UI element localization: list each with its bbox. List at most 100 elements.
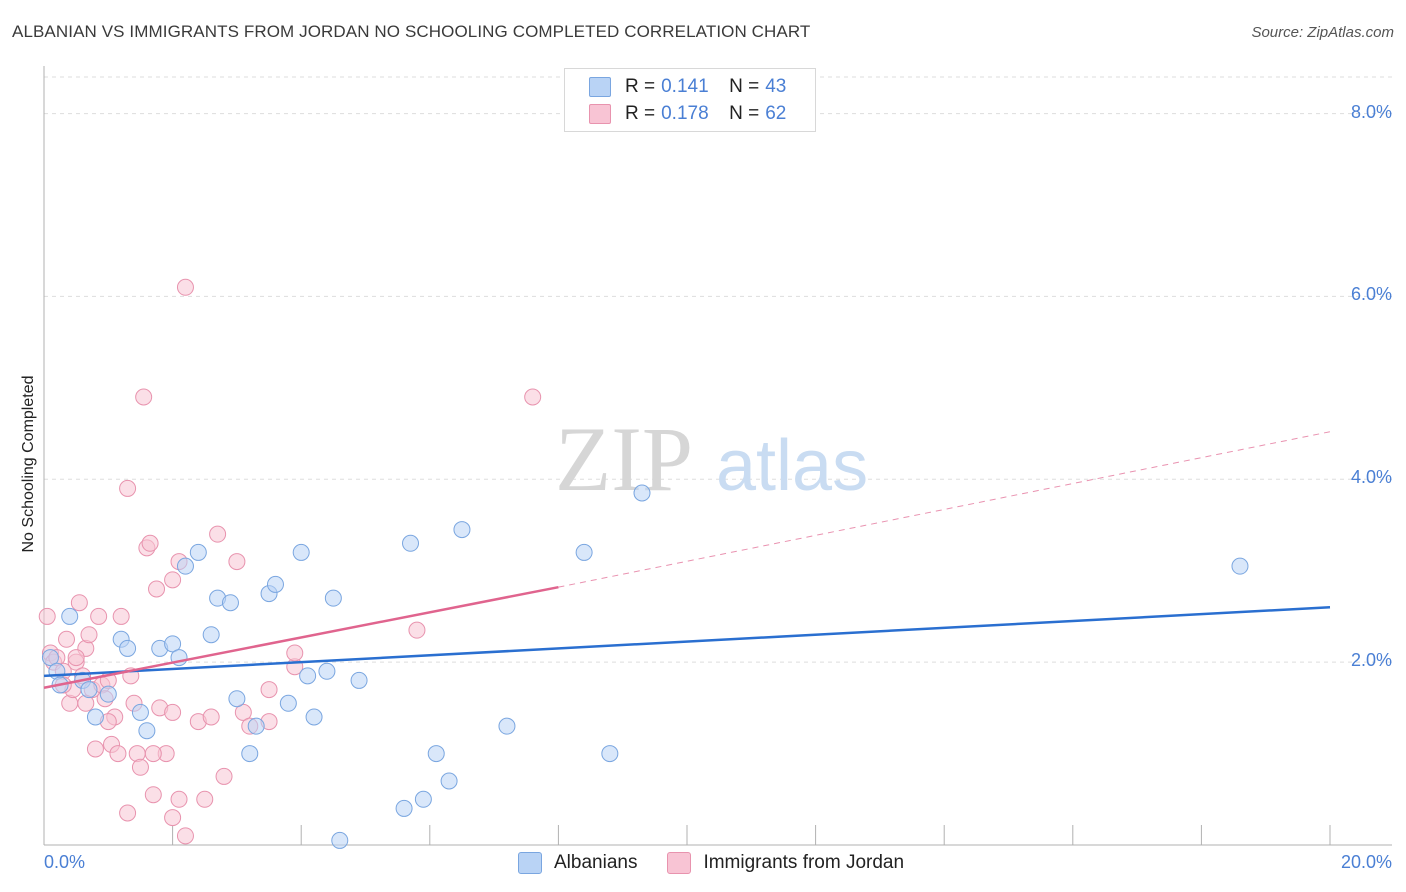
- albanians-point: [266, 575, 284, 593]
- jordan-point: [164, 809, 182, 827]
- jordan-point: [202, 708, 220, 726]
- albanians-point: [318, 662, 336, 680]
- jordan-point: [260, 681, 278, 699]
- albanians-point: [241, 745, 259, 763]
- watermark: ZIP atlas: [555, 408, 868, 510]
- jordan-point: [141, 534, 159, 552]
- jordan-point: [164, 703, 182, 721]
- legend-row-jordan: R = 0.178 N = 62: [589, 102, 786, 126]
- bottom-legend-swatch-jordan: [667, 852, 692, 874]
- albanians-point: [61, 607, 79, 625]
- jordan-trend-line: [43, 585, 559, 689]
- y-tick-label: 4.0%: [1350, 467, 1392, 488]
- albanians-point: [414, 790, 432, 808]
- albanians-point: [228, 690, 246, 708]
- bottom-legend-jordan: Immigrants from Jordan: [667, 852, 904, 874]
- jordan-point: [524, 388, 542, 406]
- jordan-point: [58, 630, 76, 648]
- albanians-point: [119, 639, 137, 657]
- legend-row-albanians: R = 0.141 N = 43: [589, 75, 786, 99]
- jordan-point: [135, 388, 153, 406]
- albanians-point: [41, 649, 59, 667]
- jordan-point: [112, 607, 130, 625]
- jordan-point: [109, 745, 127, 763]
- bottom-legend-albanians: Albanians: [518, 852, 637, 874]
- jordan-point: [80, 626, 98, 644]
- albanians-trend-line: [43, 606, 1331, 678]
- chart-title: ALBANIAN VS IMMIGRANTS FROM JORDAN NO SC…: [12, 22, 811, 41]
- jordan-point: [196, 790, 214, 808]
- watermark-zip: ZIP: [555, 408, 693, 510]
- jordan-point: [70, 594, 88, 612]
- jordan-point: [119, 804, 137, 822]
- albanians-point: [453, 521, 471, 539]
- albanians-point: [305, 708, 323, 726]
- y-tick-label: 2.0%: [1350, 650, 1392, 671]
- albanians-point: [440, 772, 458, 790]
- albanians-point: [575, 543, 593, 561]
- jordan-point: [176, 827, 194, 845]
- jordan-point: [176, 278, 194, 296]
- albanians-point: [202, 626, 220, 644]
- points-layer: [38, 278, 1249, 849]
- y-tick-label: 6.0%: [1350, 284, 1392, 305]
- albanians-point: [601, 745, 619, 763]
- legend-r-label: R =: [625, 76, 656, 97]
- albanians-point: [176, 557, 194, 575]
- albanians-point: [299, 667, 317, 685]
- jordan-point: [215, 767, 233, 785]
- albanians-point: [131, 703, 149, 721]
- albanians-point: [350, 671, 368, 689]
- albanians-point: [138, 722, 156, 740]
- albanians-point: [164, 635, 182, 653]
- grid-layer: [44, 76, 1392, 663]
- watermark-atlas: atlas: [716, 426, 868, 506]
- y-tick-label: 8.0%: [1350, 101, 1392, 122]
- legend-r-label: R =: [625, 103, 656, 124]
- albanians-point: [99, 685, 117, 703]
- albanians-point: [427, 745, 445, 763]
- legend-r-value: 0.178: [661, 103, 709, 124]
- legend-n-label: N =: [729, 103, 760, 124]
- albanians-point: [80, 681, 98, 699]
- albanians-point: [247, 717, 265, 735]
- jordan-point: [131, 758, 149, 776]
- jordan-point: [170, 790, 188, 808]
- albanians-point: [498, 717, 516, 735]
- legend-n-value: 43: [765, 76, 787, 97]
- bottom-legend-label-jordan: Immigrants from Jordan: [703, 852, 905, 873]
- jordan-point: [164, 571, 182, 589]
- jordan-point: [119, 479, 137, 497]
- bottom-legend: Albanians Immigrants from Jordan: [518, 852, 934, 874]
- albanians-point: [189, 543, 207, 561]
- albanians-point: [279, 694, 297, 712]
- legend: R = 0.141 N = 43 R = 0.178 N = 62: [564, 68, 816, 132]
- legend-swatch-albanians: [589, 77, 611, 97]
- bottom-legend-label-albanians: Albanians: [554, 852, 638, 873]
- jordan-point: [228, 553, 246, 571]
- jordan-point: [86, 740, 104, 758]
- albanians-point: [86, 708, 104, 726]
- y-axis-label: No Schooling Completed: [20, 375, 37, 553]
- jordan-point: [67, 649, 85, 667]
- jordan-point: [286, 644, 304, 662]
- x-tick-label-min: 0.0%: [44, 852, 86, 872]
- albanians-point: [402, 534, 420, 552]
- albanians-point: [1231, 557, 1249, 575]
- albanians-point: [633, 484, 651, 502]
- jordan-point: [234, 703, 252, 721]
- jordan-point: [408, 621, 426, 639]
- legend-n-value: 62: [765, 103, 787, 124]
- legend-n-label: N =: [729, 76, 760, 97]
- jordan-point: [148, 580, 166, 598]
- albanians-point: [324, 589, 342, 607]
- x-tick-label-max: 20.0%: [1340, 852, 1392, 872]
- jordan-point: [90, 607, 108, 625]
- jordan-point: [144, 745, 162, 763]
- legend-swatch-jordan: [589, 104, 611, 124]
- jordan-point: [209, 525, 227, 543]
- chart-source: Source: ZipAtlas.com: [1251, 24, 1394, 41]
- jordan-point: [38, 607, 56, 625]
- bottom-legend-swatch-albanians: [518, 852, 542, 874]
